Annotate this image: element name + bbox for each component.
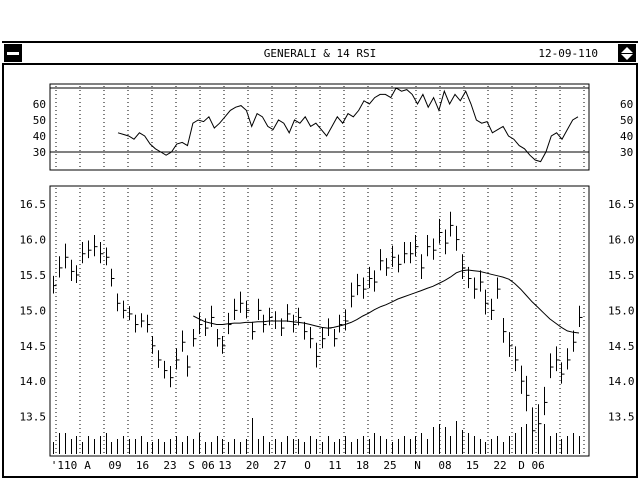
maximize-icon: [621, 47, 633, 60]
x-tick-label: 13: [218, 459, 231, 472]
price-tick-label-right: 13.5: [608, 411, 635, 424]
title-bar: GENERALI & 14 RSI 12-09-110: [2, 41, 638, 65]
x-tick-label: 15: [466, 459, 479, 472]
x-tick-label: 09: [108, 459, 121, 472]
rsi-tick-label-right: 50: [620, 114, 633, 127]
rsi-tick-label-left: 30: [33, 146, 46, 159]
rsi-tick-label-left: 50: [33, 114, 46, 127]
price-tick-label-left: 16.0: [20, 234, 47, 247]
maximize-button[interactable]: [618, 44, 636, 62]
x-tick-label: O: [304, 459, 311, 472]
price-tick-label-left: 15.5: [20, 269, 47, 282]
window-frame-left: [2, 41, 4, 478]
price-tick-label-right: 15.5: [608, 269, 635, 282]
x-tick-label: '110: [51, 459, 78, 472]
rsi-line: [117, 87, 579, 163]
x-tick-label: 18: [356, 459, 369, 472]
chart-date: 12-09-110: [538, 47, 598, 60]
price-panel: 16.5 16.5 16.0 16.0 15.5 15.5 15.0 15.0 14.5 14.5…: [20, 188, 635, 454]
x-tick-label: S 06: [188, 459, 215, 472]
rsi-tick-label-right: 40: [620, 130, 633, 143]
price-tick-label-left: 16.5: [20, 198, 47, 211]
price-tick-label-right: 14.5: [608, 340, 635, 353]
price-tick-label-right: 16.5: [608, 198, 635, 211]
window-menu-button[interactable]: [4, 44, 22, 62]
x-tick-label: 16: [136, 459, 149, 472]
rsi-tick-label-left: 40: [33, 130, 46, 143]
x-tick-label: 11: [328, 459, 341, 472]
x-axis: '110 A 09 16 23 S 06 13 20 27 O 11 18 25 N 08 15 22 D 06: [51, 459, 545, 472]
x-tick-label: 27: [273, 459, 286, 472]
price-tick-label-right: 15.0: [608, 304, 635, 317]
chart-title: GENERALI & 14 RSI: [263, 47, 377, 60]
rsi-panel: 60 60 50 50 40 40 30 30: [33, 86, 633, 168]
x-tick-label: 23: [163, 459, 176, 472]
price-tick-label-right: 16.0: [608, 234, 635, 247]
window-frame-right: [636, 41, 638, 478]
window-frame-bottom: [2, 476, 638, 478]
x-tick-label: 22: [493, 459, 506, 472]
price-tick-label-left: 13.5: [20, 411, 47, 424]
x-tick-label: N: [414, 459, 421, 472]
x-tick-label: 08: [438, 459, 451, 472]
rsi-tick-label-left: 60: [33, 98, 46, 111]
x-tick-label: D 06: [518, 459, 545, 472]
price-tick-label-left: 14.0: [20, 375, 47, 388]
rsi-tick-label-right: 60: [620, 98, 633, 111]
x-tick-label: 20: [246, 459, 259, 472]
price-tick-label-left: 14.5: [20, 340, 47, 353]
price-tick-label-right: 14.0: [608, 375, 635, 388]
x-tick-label: 25: [383, 459, 396, 472]
x-tick-label: A: [84, 459, 91, 472]
rsi-panel-frame: [49, 83, 590, 171]
minus-icon: [7, 52, 19, 55]
rsi-tick-label-right: 30: [620, 146, 633, 159]
price-tick-label-left: 15.0: [20, 304, 47, 317]
moving-average-line: [193, 269, 580, 334]
price-panel-frame: [49, 185, 590, 457]
